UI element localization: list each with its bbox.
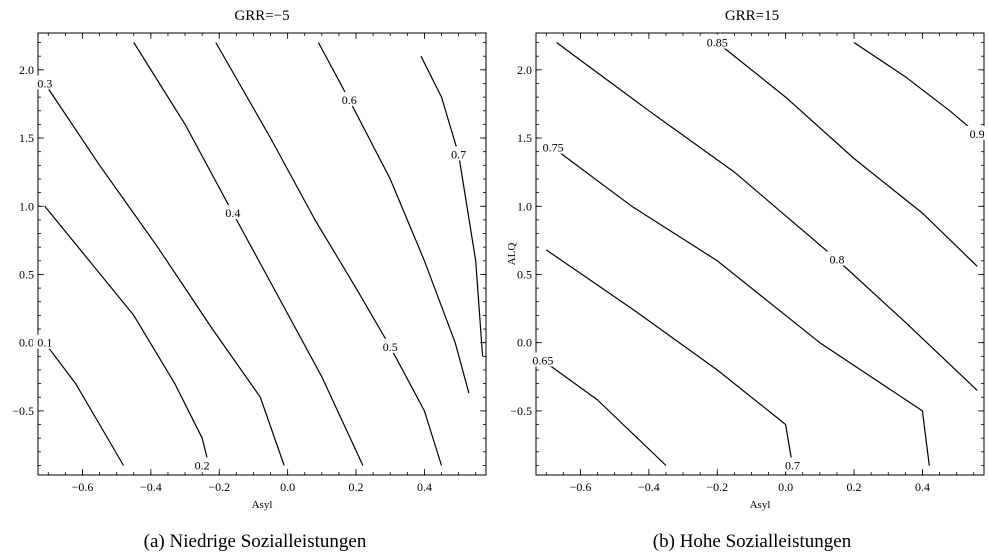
y-tick-label: −0.5 — [510, 404, 532, 418]
contour-label: 0.9 — [970, 127, 985, 141]
contour-label: 0.6 — [342, 93, 357, 107]
contour-label: 0.3 — [37, 76, 52, 90]
x-tick-label: −0.2 — [208, 480, 230, 494]
y-tick-label: 0.5 — [19, 267, 34, 281]
contour-line — [420, 55, 484, 357]
y-tick-label: 1.0 — [517, 199, 532, 213]
contour-label: 0.4 — [225, 206, 240, 220]
panel-a: GRR=−5 −0.6 −0.4 −0.2 0.0 0.2 0.4 −0.5 0.0 0.5 1.… — [12, 8, 487, 552]
x-tick-label: 0.4 — [417, 480, 432, 494]
x-tick-label: 0.2 — [847, 480, 862, 494]
contour-line — [44, 83, 285, 466]
contour-label: 0.7 — [451, 147, 466, 161]
contour-line — [215, 42, 443, 466]
contour-line — [556, 42, 978, 391]
contour-label: 0.5 — [383, 340, 398, 354]
contour-label: 0.1 — [37, 336, 52, 350]
x-tick-label: 0.0 — [778, 480, 793, 494]
y-tick-label: 1.5 — [19, 131, 34, 145]
y-tick-label: −0.5 — [12, 404, 34, 418]
contour-label-bg — [965, 125, 989, 140]
contour-label: 0.2 — [195, 458, 210, 472]
contour-line — [44, 342, 125, 466]
x-tick-label: 0.2 — [349, 480, 364, 494]
x-axis-label: Asyl — [252, 499, 273, 511]
x-tick-label: −0.6 — [72, 480, 94, 494]
x-tick-label: 0.4 — [915, 480, 930, 494]
panel-title: GRR=−5 — [234, 8, 289, 24]
y-tick-label: 2.0 — [517, 63, 532, 77]
y-tick-label: 0.0 — [19, 336, 34, 350]
contour-label-bg — [780, 457, 805, 472]
plot-frame — [535, 32, 985, 476]
ticks: −0.6 −0.4 −0.2 0.0 0.2 0.4 −0.5 0.0 0.5 1.0 1.5 2.0 — [510, 33, 984, 494]
contour-line — [542, 359, 667, 466]
y-tick-label: 2.0 — [19, 63, 34, 77]
y-tick-label: 0.0 — [517, 336, 532, 350]
contour-label-bg — [824, 251, 849, 266]
contour-label: 0.8 — [829, 252, 844, 266]
contour-label-bg — [32, 75, 57, 90]
contour-line — [853, 42, 978, 135]
contour-line — [716, 42, 978, 267]
contour-label-bg — [337, 91, 362, 106]
contour-label-bg — [378, 338, 403, 353]
contour-label-bg — [530, 352, 555, 367]
contour-line — [133, 42, 364, 466]
contour-label: 0.65 — [532, 353, 553, 367]
contour-line — [545, 249, 794, 466]
contour-label: 0.85 — [707, 36, 728, 50]
contour-line — [44, 205, 210, 466]
y-axis-label: ALQ — [506, 243, 518, 266]
x-tick-label: −0.4 — [140, 480, 162, 494]
x-tick-label: −0.2 — [706, 480, 728, 494]
x-tick-label: −0.4 — [638, 480, 660, 494]
contour-label-bg — [705, 34, 730, 49]
y-tick-label: 0.5 — [517, 267, 532, 281]
y-tick-label: 1.0 — [19, 199, 34, 213]
panel-title: GRR=15 — [725, 8, 779, 24]
plot-frame — [37, 32, 487, 476]
x-tick-label: −0.6 — [570, 480, 592, 494]
x-axis-label: Asyl — [750, 499, 771, 511]
panel-caption: (a) Niedrige Sozialleistungen — [144, 531, 367, 552]
panel-caption: (b) Hohe Sozialleistungen — [653, 531, 852, 552]
contours: 0.65 0.7 0.75 0.8 0.85 0.9 — [530, 34, 989, 472]
contour-label-bg — [32, 334, 57, 349]
contour-label-bg — [541, 139, 566, 154]
contour-label-bg — [446, 146, 471, 161]
contour-line — [552, 147, 930, 466]
contours: 0.1 0.2 0.3 0.4 0.5 0.6 0.7 — [32, 42, 484, 472]
contour-label-bg — [220, 205, 245, 220]
x-tick-label: 0.0 — [280, 480, 295, 494]
y-tick-label: 1.5 — [517, 131, 532, 145]
contour-label-bg — [190, 457, 215, 472]
contour-label: 0.7 — [785, 458, 800, 472]
ticks: −0.6 −0.4 −0.2 0.0 0.2 0.4 −0.5 0.0 0.5 1.0 1.5 2.0 — [12, 33, 486, 494]
panel-b: GRR=15 −0.6 −0.4 −0.2 0.0 0.2 0.4 −0.5 0.0 0.5 1.… — [506, 8, 989, 552]
contour-line — [317, 42, 470, 394]
contour-label: 0.75 — [543, 141, 564, 155]
